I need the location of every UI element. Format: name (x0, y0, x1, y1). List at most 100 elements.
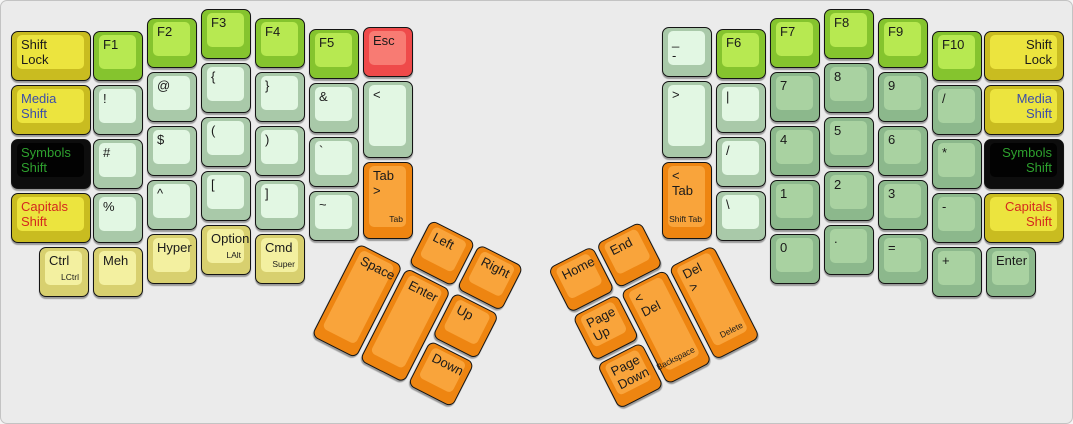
key-caret[interactable]: ^ (147, 180, 197, 230)
key-f2[interactable]: F2 (147, 18, 197, 68)
key-num-5[interactable]: 5 (824, 117, 874, 167)
key-f1[interactable]: F1 (93, 31, 143, 81)
key-f6[interactable]: F6 (716, 29, 766, 79)
key-label: Esc (373, 33, 395, 48)
key-tab-forward[interactable]: Tab > Tab (363, 162, 413, 239)
key-slash-symbol[interactable]: / (716, 137, 766, 187)
key-dollar[interactable]: $ (147, 126, 197, 176)
key-pipe[interactable]: | (716, 83, 766, 133)
key-media-shift-right[interactable]: Media Shift (984, 85, 1064, 135)
key-hyper[interactable]: Hyper (147, 234, 197, 284)
keycap-surface: } (261, 76, 298, 110)
key-backtick[interactable]: ` (309, 137, 359, 187)
key-percent[interactable]: % (93, 193, 143, 243)
keycap-surface: ( (207, 121, 244, 155)
key-num-2[interactable]: 2 (824, 171, 874, 221)
key-label: 4 (780, 132, 788, 147)
key-num-3[interactable]: 3 (878, 180, 928, 230)
key-f5[interactable]: F5 (309, 29, 359, 79)
keycap-surface: Option (207, 229, 249, 263)
keycap-surface: ] (261, 184, 298, 218)
key-f7[interactable]: F7 (770, 18, 820, 68)
key-shift-lock-left[interactable]: Shift Lock (11, 31, 91, 81)
key-at[interactable]: @ (147, 72, 197, 122)
key-less-than[interactable]: < (363, 81, 413, 158)
key-num-slash[interactable]: / (932, 85, 982, 135)
keycap-surface: F8 (830, 13, 867, 47)
key-exclamation[interactable]: ! (93, 85, 143, 135)
key-f9[interactable]: F9 (878, 18, 928, 68)
key-symbols-shift-left[interactable]: Symbols Shift (11, 139, 91, 189)
keycap-surface: 9 (884, 76, 921, 110)
key-label: F9 (888, 24, 904, 39)
key-option[interactable]: Option LAlt (201, 225, 251, 275)
key-label: Tab > (373, 168, 394, 198)
key-label: [ (211, 177, 215, 192)
key-label: Shift Lock (21, 37, 49, 67)
key-num-plus[interactable]: + (932, 247, 982, 297)
key-label: Hyper (157, 240, 192, 255)
key-label: F1 (103, 37, 119, 52)
key-greater-than[interactable]: > (662, 81, 712, 158)
key-num-7[interactable]: 7 (770, 72, 820, 122)
key-num-4[interactable]: 4 (770, 126, 820, 176)
keycap-surface: Ctrl (45, 251, 82, 285)
key-num-0[interactable]: 0 (770, 234, 820, 284)
key-right-bracket[interactable]: ] (255, 180, 305, 230)
keycap-surface: F5 (315, 33, 352, 67)
key-f3[interactable]: F3 (201, 9, 251, 59)
key-label: # (103, 145, 111, 160)
key-label: F4 (265, 24, 281, 39)
key-capitals-shift-left[interactable]: Capitals Shift (11, 193, 91, 243)
key-num-period[interactable]: . (824, 225, 874, 275)
key-label: F10 (942, 37, 965, 52)
key-capitals-shift-right[interactable]: Capitals Shift (984, 193, 1064, 243)
key-media-shift-left[interactable]: Media Shift (11, 85, 91, 135)
key-left-bracket[interactable]: [ (201, 171, 251, 221)
key-label: . (834, 231, 838, 246)
key-enter[interactable]: Enter (986, 247, 1036, 297)
key-meh[interactable]: Meh (93, 247, 143, 297)
key-shift-lock-right[interactable]: Shift Lock (984, 31, 1064, 81)
key-hash[interactable]: # (93, 139, 143, 189)
key-label: } (265, 78, 270, 93)
key-label: _ - (672, 33, 680, 63)
key-num-9[interactable]: 9 (878, 72, 928, 122)
key-esc[interactable]: Esc (363, 27, 413, 77)
keycap-surface: 8 (830, 67, 867, 101)
key-tilde[interactable]: ~ (309, 191, 359, 241)
key-symbols-shift-right[interactable]: Symbols Shift (984, 139, 1064, 189)
key-right-brace[interactable]: } (255, 72, 305, 122)
key-label: Capitals Shift (1005, 199, 1052, 229)
key-num-asterisk[interactable]: * (932, 139, 982, 189)
key-ctrl[interactable]: Ctrl LCtrl (39, 247, 89, 297)
key-label: F8 (834, 15, 850, 30)
key-label: ^ (157, 186, 164, 201)
keycap-surface: / (722, 141, 759, 175)
key-num-1[interactable]: 1 (770, 180, 820, 230)
key-tab-back[interactable]: < Tab Shift Tab (662, 162, 712, 239)
key-underscore-minus[interactable]: _ - (662, 27, 712, 77)
key-label: 6 (888, 132, 896, 147)
key-num-6[interactable]: 6 (878, 126, 928, 176)
key-backslash[interactable]: \ (716, 191, 766, 241)
key-num-minus[interactable]: - (932, 193, 982, 243)
keycap-surface: 3 (884, 184, 921, 218)
keycap-surface: @ (153, 76, 190, 110)
key-right-paren[interactable]: ) (255, 126, 305, 176)
key-num-8[interactable]: 8 (824, 63, 874, 113)
key-ampersand[interactable]: & (309, 83, 359, 133)
key-cmd[interactable]: Cmd Super (255, 234, 305, 284)
key-label: Symbols Shift (1002, 145, 1052, 175)
keycap-surface: F9 (884, 22, 921, 56)
keycap-surface: ` (315, 141, 352, 175)
keycap-surface: Shift Lock (990, 35, 1057, 69)
key-f4[interactable]: F4 (255, 18, 305, 68)
key-f10[interactable]: F10 (932, 31, 982, 81)
keycap-surface: Meh (99, 251, 136, 285)
key-num-equals[interactable]: = (878, 234, 928, 284)
key-left-brace[interactable]: { (201, 63, 251, 113)
key-f8[interactable]: F8 (824, 9, 874, 59)
key-left-paren[interactable]: ( (201, 117, 251, 167)
